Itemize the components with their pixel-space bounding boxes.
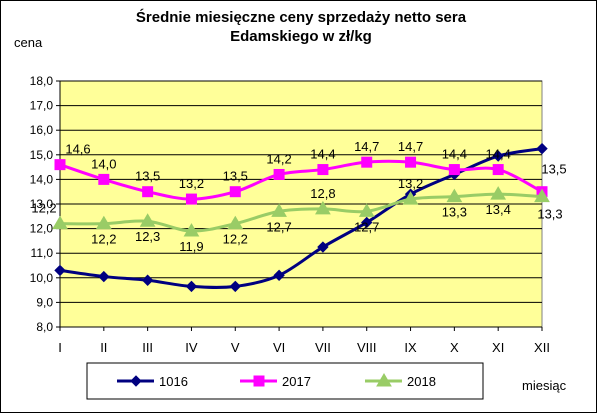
data-point-2018 xyxy=(139,213,156,227)
data-point-2017 xyxy=(317,164,329,176)
x-tick-label: XI xyxy=(492,340,504,355)
x-tick-label: X xyxy=(450,340,459,355)
data-point-2017 xyxy=(142,186,154,198)
legend-marker-1016 xyxy=(130,375,142,387)
data-label-2018: 12,2 xyxy=(223,232,248,247)
y-tick-label: 11,0 xyxy=(31,246,54,260)
x-tick-label: III xyxy=(142,340,153,355)
data-label-2017: 13,5 xyxy=(135,169,160,184)
data-label-2017: 14,7 xyxy=(398,139,423,154)
x-axis-label: miesiąc xyxy=(522,378,567,393)
x-tick-label: II xyxy=(100,340,107,355)
data-point-2017 xyxy=(54,159,66,171)
y-tick-label: 17,0 xyxy=(30,99,54,113)
data-label-2017: 14,7 xyxy=(354,139,379,154)
y-tick-label: 13,0 xyxy=(30,197,54,211)
data-label-2017: 14,0 xyxy=(91,156,116,171)
legend-label-1016: 1016 xyxy=(159,374,188,389)
data-label-2017: 13,5 xyxy=(223,169,248,184)
data-point-2018 xyxy=(183,223,200,237)
y-tick-label: 18,0 xyxy=(30,74,54,88)
data-point-1016 xyxy=(54,264,66,277)
data-label-2017: 13,2 xyxy=(179,176,204,191)
data-label-2018: 12,2 xyxy=(31,201,56,216)
y-tick-label: 14,0 xyxy=(30,172,54,186)
data-label-2018: 12,8 xyxy=(310,186,335,201)
data-point-2017 xyxy=(273,168,285,180)
data-point-2017 xyxy=(405,156,417,168)
data-label-2017: 14,4 xyxy=(442,147,467,162)
y-tick-label: 12,0 xyxy=(30,222,54,236)
data-label-2018: 12,3 xyxy=(135,229,160,244)
data-point-1016 xyxy=(273,269,285,282)
y-tick-label: 8,0 xyxy=(36,320,53,334)
y-tick-label: 10,0 xyxy=(30,271,54,285)
y-tick-label: 16,0 xyxy=(30,123,54,137)
data-label-2018: 12,7 xyxy=(354,219,379,234)
chart-title-line1: Średnie miesięczne ceny sprzedaży netto … xyxy=(135,9,467,26)
data-label-2018: 13,4 xyxy=(486,202,511,217)
data-label-2017: 14,2 xyxy=(266,151,291,166)
data-label-2018: 13,3 xyxy=(442,205,467,220)
x-tick-label: XII xyxy=(534,340,550,355)
data-point-2018 xyxy=(534,188,550,203)
data-point-2018 xyxy=(402,191,419,205)
data-point-1016 xyxy=(98,270,110,283)
x-tick-label: VI xyxy=(273,340,285,355)
data-label-2018: 13,3 xyxy=(537,207,562,222)
data-label-2017: 14,4 xyxy=(310,147,335,162)
y-tick-label: 9,0 xyxy=(36,295,53,309)
data-point-1016 xyxy=(141,274,154,286)
data-label-2017: 13,5 xyxy=(541,162,566,177)
x-tick-label: IV xyxy=(185,340,198,355)
data-point-1016 xyxy=(185,280,198,293)
data-point-2017 xyxy=(185,193,197,205)
data-label-2018: 11,9 xyxy=(179,239,203,254)
data-point-2018 xyxy=(52,215,68,230)
legend-marker-2017 xyxy=(253,375,265,387)
data-label-2017: 14,6 xyxy=(65,142,90,157)
data-point-1016 xyxy=(536,142,548,155)
data-point-1016 xyxy=(229,280,241,293)
data-point-1016 xyxy=(492,150,504,162)
data-point-2018 xyxy=(358,203,375,217)
data-point-2018 xyxy=(490,186,507,200)
data-label-2018: 12,2 xyxy=(91,232,116,247)
y-axis-label: cena xyxy=(14,35,43,50)
data-point-2018 xyxy=(315,200,331,215)
y-tick-label: 15,0 xyxy=(30,148,54,162)
data-label-2017: 14,4 xyxy=(486,147,511,162)
data-point-2017 xyxy=(361,156,373,168)
legend-marker-2018 xyxy=(376,373,392,387)
data-point-2018 xyxy=(271,203,287,217)
data-point-2017 xyxy=(98,173,110,185)
data-point-1016 xyxy=(361,216,373,229)
x-tick-label: VIII xyxy=(357,340,377,355)
data-label-2018: 12,7 xyxy=(266,219,291,234)
data-point-2018 xyxy=(446,188,463,203)
x-tick-label: VII xyxy=(315,340,331,355)
data-point-2017 xyxy=(492,164,504,176)
legend-label-2017: 2017 xyxy=(282,374,311,389)
chart-title-line2: Edamskiego w zł/kg xyxy=(230,28,372,45)
data-point-2018 xyxy=(227,215,244,230)
x-tick-label: I xyxy=(58,340,62,355)
legend-label-2018: 2018 xyxy=(407,374,436,389)
x-tick-label: IX xyxy=(404,340,417,355)
data-label-2018: 13,2 xyxy=(398,176,423,191)
data-point-2017 xyxy=(448,164,460,176)
data-point-1016 xyxy=(317,241,329,253)
data-point-2018 xyxy=(95,215,112,230)
x-tick-label: V xyxy=(231,340,240,355)
data-point-2017 xyxy=(229,186,241,198)
